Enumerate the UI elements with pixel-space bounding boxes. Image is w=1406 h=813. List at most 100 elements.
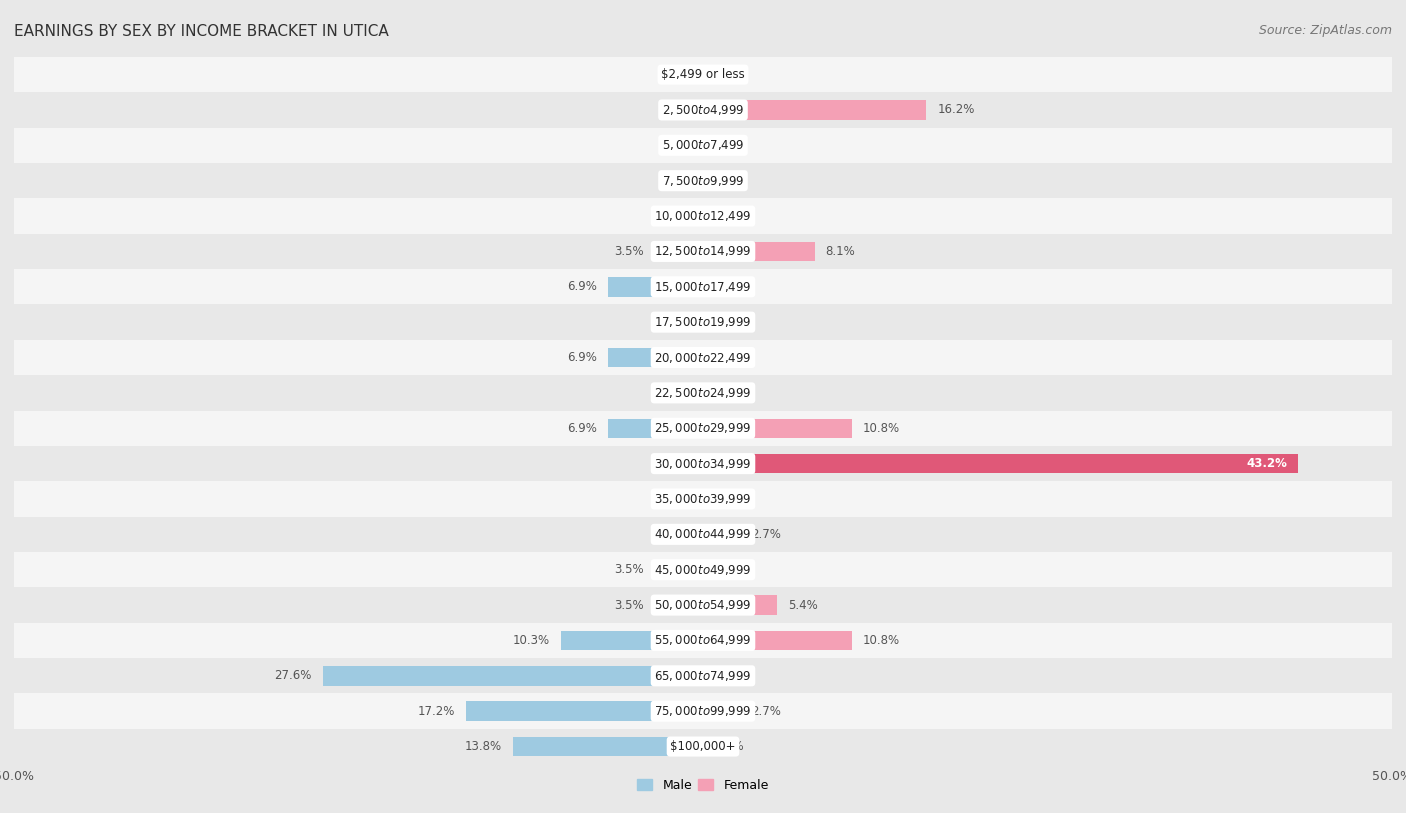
Bar bbox=[323, 666, 703, 685]
Bar bbox=[14, 552, 1392, 587]
Text: $55,000 to $64,999: $55,000 to $64,999 bbox=[654, 633, 752, 647]
Text: 0.0%: 0.0% bbox=[662, 174, 692, 187]
Bar bbox=[14, 340, 1392, 375]
Text: 0.0%: 0.0% bbox=[662, 386, 692, 399]
Text: $25,000 to $29,999: $25,000 to $29,999 bbox=[654, 421, 752, 435]
Bar bbox=[703, 595, 778, 615]
Bar bbox=[703, 100, 927, 120]
Bar bbox=[607, 277, 703, 297]
Text: $35,000 to $39,999: $35,000 to $39,999 bbox=[654, 492, 752, 506]
Bar bbox=[655, 241, 703, 261]
Text: 16.2%: 16.2% bbox=[938, 103, 974, 116]
Text: 17.2%: 17.2% bbox=[418, 705, 456, 718]
Bar bbox=[14, 411, 1392, 446]
Bar bbox=[703, 702, 740, 721]
Text: 10.3%: 10.3% bbox=[513, 634, 550, 647]
Bar bbox=[14, 233, 1392, 269]
Text: 0.0%: 0.0% bbox=[662, 315, 692, 328]
Text: 6.9%: 6.9% bbox=[567, 351, 598, 364]
Text: EARNINGS BY SEX BY INCOME BRACKET IN UTICA: EARNINGS BY SEX BY INCOME BRACKET IN UTI… bbox=[14, 24, 389, 39]
Bar bbox=[465, 702, 703, 721]
Bar bbox=[14, 163, 1392, 198]
Text: $65,000 to $74,999: $65,000 to $74,999 bbox=[654, 669, 752, 683]
Text: 3.5%: 3.5% bbox=[614, 245, 644, 258]
Text: $22,500 to $24,999: $22,500 to $24,999 bbox=[654, 386, 752, 400]
Text: 27.6%: 27.6% bbox=[274, 669, 312, 682]
Text: 2.7%: 2.7% bbox=[751, 705, 782, 718]
Text: $17,500 to $19,999: $17,500 to $19,999 bbox=[654, 315, 752, 329]
Text: 0.0%: 0.0% bbox=[714, 139, 744, 152]
Bar bbox=[14, 92, 1392, 128]
Text: 0.0%: 0.0% bbox=[714, 174, 744, 187]
Bar bbox=[607, 348, 703, 367]
Text: $100,000+: $100,000+ bbox=[671, 740, 735, 753]
Text: 0.0%: 0.0% bbox=[714, 351, 744, 364]
Bar bbox=[703, 241, 814, 261]
Text: $20,000 to $22,499: $20,000 to $22,499 bbox=[654, 350, 752, 364]
Bar bbox=[14, 623, 1392, 658]
Text: 10.8%: 10.8% bbox=[863, 634, 900, 647]
Bar bbox=[607, 419, 703, 438]
Bar bbox=[703, 631, 852, 650]
Bar bbox=[561, 631, 703, 650]
Bar bbox=[655, 595, 703, 615]
Text: $45,000 to $49,999: $45,000 to $49,999 bbox=[654, 563, 752, 576]
Text: 43.2%: 43.2% bbox=[1246, 457, 1288, 470]
Text: Source: ZipAtlas.com: Source: ZipAtlas.com bbox=[1258, 24, 1392, 37]
Text: 0.0%: 0.0% bbox=[662, 68, 692, 81]
Text: $7,500 to $9,999: $7,500 to $9,999 bbox=[662, 174, 744, 188]
Bar bbox=[14, 693, 1392, 729]
Bar bbox=[513, 737, 703, 756]
Text: 0.0%: 0.0% bbox=[662, 528, 692, 541]
Bar bbox=[14, 304, 1392, 340]
Text: 6.9%: 6.9% bbox=[567, 280, 598, 293]
Text: $2,499 or less: $2,499 or less bbox=[661, 68, 745, 81]
Text: 0.0%: 0.0% bbox=[714, 740, 744, 753]
Text: $10,000 to $12,499: $10,000 to $12,499 bbox=[654, 209, 752, 223]
Bar bbox=[703, 454, 1298, 473]
Text: 0.0%: 0.0% bbox=[662, 103, 692, 116]
Bar bbox=[14, 269, 1392, 304]
Text: 0.0%: 0.0% bbox=[662, 139, 692, 152]
Text: 8.1%: 8.1% bbox=[825, 245, 855, 258]
Text: $30,000 to $34,999: $30,000 to $34,999 bbox=[654, 457, 752, 471]
Text: $75,000 to $99,999: $75,000 to $99,999 bbox=[654, 704, 752, 718]
Bar bbox=[14, 481, 1392, 517]
Text: 6.9%: 6.9% bbox=[567, 422, 598, 435]
Text: 0.0%: 0.0% bbox=[714, 386, 744, 399]
Text: 2.7%: 2.7% bbox=[751, 528, 782, 541]
Text: 3.5%: 3.5% bbox=[614, 598, 644, 611]
Bar bbox=[703, 524, 740, 544]
Text: 0.0%: 0.0% bbox=[714, 68, 744, 81]
Text: $50,000 to $54,999: $50,000 to $54,999 bbox=[654, 598, 752, 612]
Text: 0.0%: 0.0% bbox=[662, 457, 692, 470]
Text: 5.4%: 5.4% bbox=[789, 598, 818, 611]
Text: 0.0%: 0.0% bbox=[714, 669, 744, 682]
Text: 0.0%: 0.0% bbox=[714, 280, 744, 293]
Bar bbox=[14, 729, 1392, 764]
Bar bbox=[14, 446, 1392, 481]
Bar bbox=[14, 659, 1392, 693]
Text: 0.0%: 0.0% bbox=[714, 563, 744, 576]
Bar bbox=[14, 198, 1392, 233]
Text: $15,000 to $17,499: $15,000 to $17,499 bbox=[654, 280, 752, 293]
Text: 3.5%: 3.5% bbox=[614, 563, 644, 576]
Bar bbox=[14, 587, 1392, 623]
Text: 13.8%: 13.8% bbox=[465, 740, 502, 753]
Text: $40,000 to $44,999: $40,000 to $44,999 bbox=[654, 528, 752, 541]
Bar bbox=[655, 560, 703, 580]
Text: $5,000 to $7,499: $5,000 to $7,499 bbox=[662, 138, 744, 152]
Legend: Male, Female: Male, Female bbox=[633, 774, 773, 797]
Text: 0.0%: 0.0% bbox=[662, 210, 692, 223]
Text: $2,500 to $4,999: $2,500 to $4,999 bbox=[662, 103, 744, 117]
Text: 10.8%: 10.8% bbox=[863, 422, 900, 435]
Bar bbox=[703, 419, 852, 438]
Bar bbox=[14, 375, 1392, 411]
Bar bbox=[14, 517, 1392, 552]
Text: 0.0%: 0.0% bbox=[662, 493, 692, 506]
Text: 0.0%: 0.0% bbox=[714, 210, 744, 223]
Text: $12,500 to $14,999: $12,500 to $14,999 bbox=[654, 245, 752, 259]
Bar bbox=[14, 128, 1392, 163]
Text: 0.0%: 0.0% bbox=[714, 493, 744, 506]
Text: 0.0%: 0.0% bbox=[714, 315, 744, 328]
